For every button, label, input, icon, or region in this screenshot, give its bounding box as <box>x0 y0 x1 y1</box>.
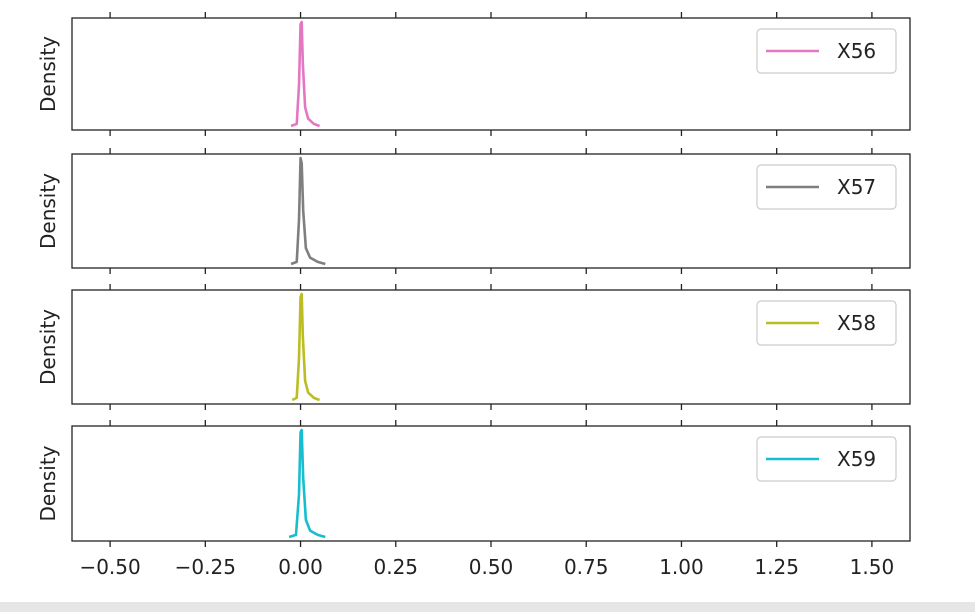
y-axis-label: Density <box>36 309 60 385</box>
bottom-strip <box>0 602 975 612</box>
series-line-x59 <box>288 428 326 539</box>
legend-box <box>756 436 897 482</box>
legend-box <box>756 300 897 346</box>
legend-label: X56 <box>837 39 876 63</box>
y-axis-label: Density <box>36 173 60 249</box>
x-tick-label: 1.25 <box>754 555 799 579</box>
x-tick-label: 0.50 <box>469 555 514 579</box>
x-tick-label: 0.75 <box>564 555 609 579</box>
series-line-x57 <box>290 156 326 266</box>
legend-box <box>756 164 897 210</box>
legend-label: X58 <box>837 311 876 335</box>
series-line-x58 <box>291 292 321 402</box>
series-line-x56 <box>290 20 321 128</box>
legend-label: X59 <box>837 447 876 471</box>
x-tick-label: −0.25 <box>175 555 236 579</box>
legend-box <box>756 28 897 74</box>
x-tick-label: 1.50 <box>850 555 895 579</box>
panel-x57: Density X57 <box>36 148 911 274</box>
panel-x58: Density X58 <box>36 284 911 410</box>
y-axis-label: Density <box>36 36 60 112</box>
legend-label: X57 <box>837 175 876 199</box>
x-tick-label: −0.50 <box>79 555 140 579</box>
y-axis-label: Density <box>36 445 60 521</box>
x-tick-label: 0.25 <box>374 555 419 579</box>
panel-x56: Density X56 <box>36 12 911 136</box>
panel-x59: −0.50 −0.25 0.00 0.25 0.50 0.75 1.00 1.25 1.50 De… <box>36 420 911 579</box>
x-tick-label: 0.00 <box>278 555 323 579</box>
x-tick-label: 1.00 <box>659 555 704 579</box>
